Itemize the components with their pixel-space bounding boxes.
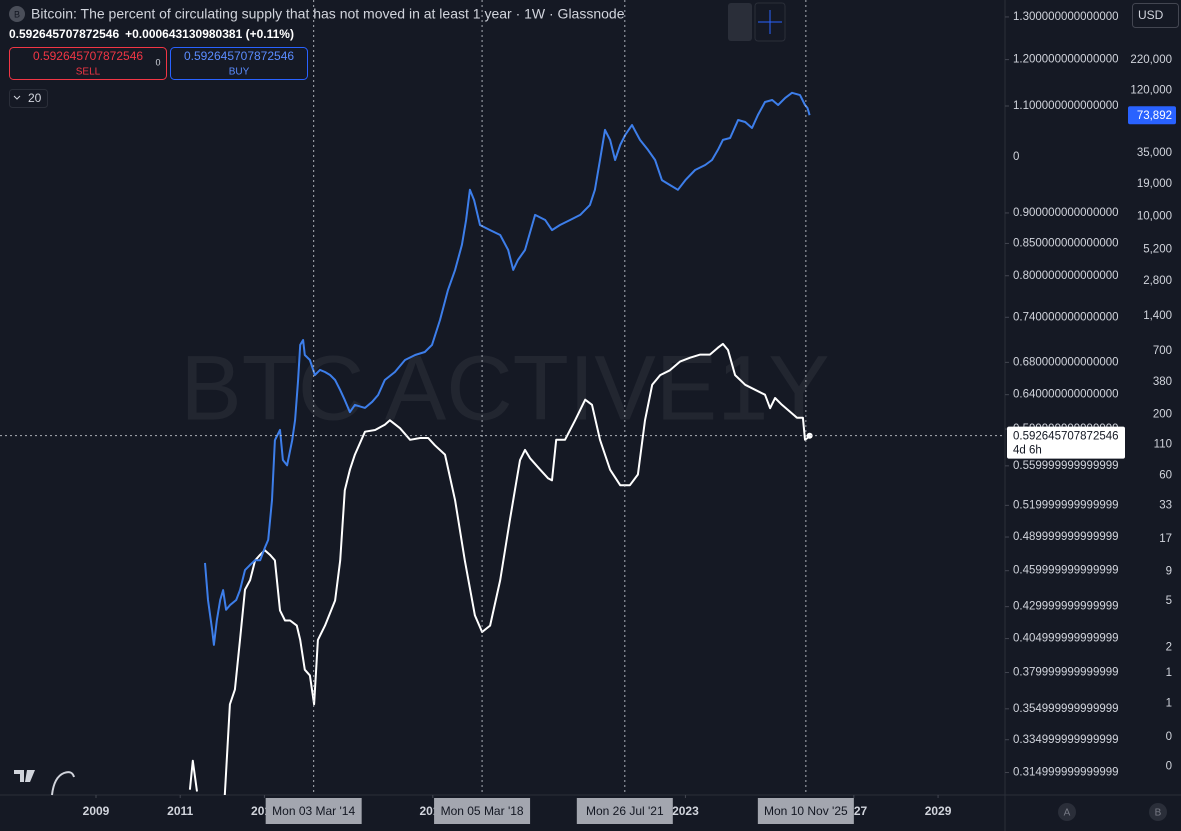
y2-tick-label: 19,000	[1137, 178, 1172, 190]
last-value: 0.592645707872546	[9, 27, 119, 41]
last-point	[806, 432, 813, 439]
sell-price: 0.592645707872546	[33, 49, 143, 63]
y2-tick-label: 33	[1159, 500, 1172, 512]
y2-tick-label: 1,400	[1143, 310, 1172, 322]
y2-tick-label: 0	[1166, 760, 1172, 772]
spread: 0	[155, 57, 160, 67]
date-label: Mon 26 Jul '21	[586, 804, 664, 818]
y2-tick-label: 60	[1159, 469, 1172, 481]
y-tick-label: 0.640000000000000	[1013, 389, 1119, 401]
sell-button[interactable]	[9, 47, 167, 80]
y2-tick-label: 2,800	[1143, 275, 1172, 287]
crosshair-icon	[758, 10, 782, 34]
y2-tick-label: 35,000	[1137, 147, 1172, 159]
chevron	[13, 95, 21, 100]
y-tick-label: 0.314999999999999	[1013, 767, 1119, 779]
y-tick-label: 0.900000000000000	[1013, 207, 1119, 219]
countdown: 4d 6h	[1013, 445, 1042, 457]
scale-button-label: A	[1064, 808, 1071, 819]
plot	[188, 91, 813, 796]
buy-label: BUY	[229, 67, 250, 78]
date-label: Mon 10 Nov '25	[764, 804, 848, 818]
y2-tick-label: 10,000	[1137, 210, 1172, 222]
date-label-box	[434, 798, 531, 824]
y-tick-label: 1.300000000000000	[1013, 11, 1119, 23]
price-marker-box	[1128, 106, 1176, 125]
currency-button[interactable]	[1132, 3, 1179, 28]
interval-toggle[interactable]	[9, 89, 48, 108]
axes: 1.300000000000000 1.200000000000000 1.1000…	[83, 11, 1172, 818]
x-tick-label: 2009	[83, 804, 110, 818]
sell-label: SELL	[76, 67, 101, 78]
logo	[14, 770, 35, 782]
logo-mascot	[51, 771, 75, 796]
y-tick-label: 0.519999999999999	[1013, 499, 1119, 511]
watermark: BTC ACTIVE1Y	[180, 337, 829, 439]
series-line	[188, 342, 811, 796]
y2-tick-label: 5	[1166, 595, 1172, 607]
y2-tick-label: 120,000	[1130, 85, 1172, 97]
svg-text:0.592645707872546+0.0006431309: 0.592645707872546 +0.000643130980381 (+0.…	[9, 27, 294, 41]
scale-button[interactable]	[1149, 803, 1167, 821]
y2-tick-label: 9	[1166, 565, 1172, 577]
buy-price: 0.592645707872546	[184, 49, 294, 63]
y2-tick-label: 0	[1166, 731, 1172, 743]
crosshair-value: 0.592645707872546	[1013, 431, 1119, 443]
y2-tick-label: 220,000	[1130, 54, 1172, 66]
y-tick-label: 1.200000000000000	[1013, 54, 1119, 66]
x-tick-label: 2011	[167, 804, 193, 818]
series-line	[204, 91, 811, 646]
y-tick-label: 0.404999999999999	[1013, 633, 1119, 645]
y2-tick-label: 200	[1153, 408, 1172, 420]
date-label-box	[576, 798, 673, 824]
symbol-icon-text: B	[14, 9, 20, 19]
y-tick-label: 0.800000000000000	[1013, 270, 1119, 282]
date-label: Mon 05 Mar '18	[441, 804, 524, 818]
buy-button[interactable]	[170, 47, 308, 80]
scale-button-label: B	[1155, 808, 1162, 819]
y2-tick-label: 17	[1159, 533, 1172, 545]
symbol-icon	[9, 6, 25, 22]
y-tick-label: 0.429999999999999	[1013, 601, 1119, 613]
date-label: Mon 03 Mar '14	[272, 804, 355, 818]
y-tick-label: 0.850000000000000	[1013, 237, 1119, 249]
x-tick-label: 2023	[672, 804, 699, 818]
toolbar-button[interactable]	[754, 2, 786, 42]
interval-count: 20	[28, 91, 42, 105]
y2-tick-label: 5,200	[1143, 244, 1172, 256]
y-tick-label: 0.459999999999999	[1013, 565, 1119, 577]
y2-tick-label: 1	[1166, 697, 1172, 709]
y-tick-label: 0.379999999999999	[1013, 667, 1119, 679]
y-tick-label: 0.680000000000000	[1013, 356, 1119, 368]
chart-title: Bitcoin: The percent of circulating supp…	[31, 6, 625, 22]
y-tick-label: 0.334999999999999	[1013, 734, 1119, 746]
y2-tick-label: 1	[1166, 667, 1172, 679]
x-tick-label: 2029	[925, 804, 952, 818]
y-tick-label: 0.740000000000000	[1013, 311, 1119, 323]
scale-button[interactable]	[1058, 803, 1076, 821]
price-marker-label: 73,892	[1137, 110, 1172, 122]
date-label-box	[265, 798, 362, 824]
y-tick-label: 0.559999999999999	[1013, 460, 1119, 472]
axis-stray-label: 0	[1013, 151, 1019, 163]
crosshair-value-box	[1007, 426, 1125, 459]
y2-tick-label: 110	[1154, 439, 1172, 451]
y2-tick-label: 2	[1166, 641, 1172, 653]
y-tick-label: 0.489999999999999	[1013, 531, 1119, 543]
y-tick-label: 0.354999999999999	[1013, 703, 1119, 715]
toolbar-button[interactable]	[728, 3, 752, 41]
y-tick-label: 1.100000000000000	[1013, 100, 1119, 112]
date-label-box	[757, 798, 854, 824]
y2-tick-label: 380	[1153, 376, 1172, 388]
y2-tick-label: 700	[1153, 345, 1172, 357]
change: +0.000643130980381 (+0.11%)	[125, 27, 294, 41]
currency: USD	[1138, 8, 1164, 22]
